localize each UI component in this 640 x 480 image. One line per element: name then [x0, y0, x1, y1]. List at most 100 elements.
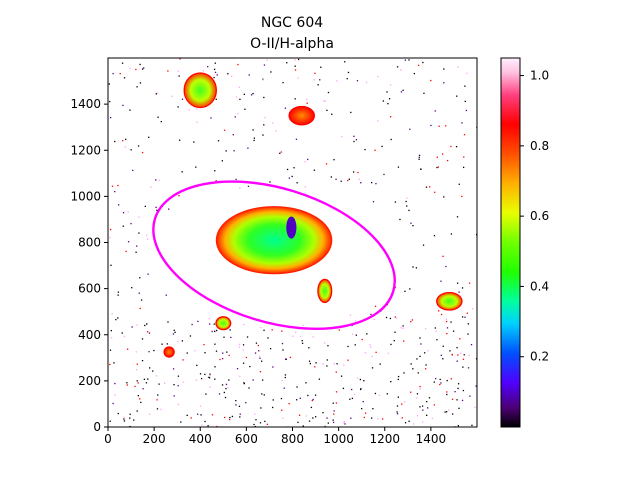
noise-pixel [136, 410, 138, 412]
noise-pixel [475, 233, 477, 236]
noise-pixel [225, 150, 227, 152]
noise-pixel [140, 401, 142, 404]
noise-pixel [259, 422, 262, 424]
noise-pixel [310, 406, 313, 409]
noise-pixel [252, 379, 254, 381]
noise-pixel [221, 160, 223, 162]
noise-pixel [146, 323, 148, 325]
noise-pixel [209, 323, 211, 325]
noise-pixel [123, 335, 126, 338]
noise-pixel [177, 375, 180, 377]
noise-pixel [451, 398, 454, 400]
noise-pixel [202, 70, 205, 72]
noise-pixel [370, 346, 372, 348]
noise-pixel [410, 363, 412, 365]
y-axis: 0 200 400 600 800 1000 1200 1400 [70, 97, 108, 434]
noise-pixel [215, 180, 217, 182]
noise-pixel [294, 98, 296, 100]
emission-regions [163, 72, 463, 358]
noise-pixel [235, 178, 237, 181]
noise-pixel [174, 331, 176, 333]
noise-pixel [457, 387, 459, 390]
noise-pixel [267, 337, 269, 339]
noise-pixel [139, 63, 141, 66]
noise-pixel [237, 112, 239, 115]
noise-pixel [461, 287, 464, 289]
noise-pixel [204, 420, 206, 423]
noise-pixel [129, 109, 131, 111]
noise-pixel [421, 421, 424, 423]
noise-pixel [354, 320, 357, 322]
noise-pixel [136, 86, 138, 88]
noise-pixel [446, 391, 448, 393]
noise-pixel [416, 393, 419, 395]
noise-pixel [140, 299, 143, 301]
noise-pixel [324, 425, 326, 427]
noise-pixel [173, 383, 175, 386]
noise-pixel [469, 395, 471, 397]
noise-pixel [173, 395, 175, 397]
noise-pixel [318, 378, 321, 380]
noise-pixel [387, 352, 389, 354]
noise-pixel [325, 163, 328, 165]
noise-pixel [236, 367, 239, 370]
noise-pixel [239, 98, 241, 101]
noise-pixel [254, 413, 256, 415]
noise-pixel [235, 96, 238, 98]
noise-pixel [148, 136, 150, 138]
noise-pixel [178, 139, 181, 141]
noise-pixel [314, 72, 316, 74]
noise-pixel [460, 352, 462, 354]
x-axis: 0 200 400 600 800 1000 1200 1400 [104, 427, 446, 446]
noise-pixel [422, 61, 424, 64]
region-lower-knot [317, 278, 333, 304]
noise-pixel [347, 359, 349, 361]
noise-pixel [137, 145, 140, 147]
noise-pixel [340, 180, 342, 182]
noise-pixel [440, 280, 442, 282]
noise-pixel [461, 122, 463, 124]
noise-pixel [363, 416, 365, 419]
noise-pixel [415, 267, 418, 269]
noise-pixel [377, 418, 379, 420]
noise-pixel [401, 417, 403, 419]
noise-pixel [417, 64, 420, 67]
noise-pixel [443, 196, 445, 198]
x-tick-label: 800 [281, 432, 304, 446]
noise-pixel [112, 72, 114, 75]
noise-pixel [228, 354, 230, 357]
noise-pixel [147, 273, 149, 275]
noise-pixel [445, 411, 448, 413]
noise-pixel [114, 394, 116, 396]
noise-pixel [211, 330, 213, 333]
noise-pixel [314, 366, 316, 368]
noise-pixel [133, 419, 135, 421]
noise-pixel [315, 362, 317, 364]
noise-pixel [196, 108, 198, 110]
noise-pixel [281, 330, 283, 332]
noise-pixel [461, 399, 464, 402]
noise-pixel [370, 313, 372, 316]
noise-pixel [224, 416, 226, 419]
noise-pixel [238, 405, 241, 408]
noise-pixel [252, 129, 254, 131]
noise-pixel [281, 342, 284, 345]
noise-pixel [177, 403, 180, 406]
noise-pixel [466, 312, 469, 314]
noise-pixel [195, 166, 197, 168]
noise-pixel [462, 358, 465, 360]
noise-pixel [451, 413, 454, 415]
noise-pixel [157, 116, 159, 118]
noise-pixel [344, 423, 346, 425]
noise-pixel [208, 318, 211, 320]
noise-pixel [456, 346, 458, 349]
noise-pixel [130, 222, 132, 225]
noise-pixel [234, 116, 236, 118]
noise-pixel [404, 59, 406, 61]
noise-pixel [418, 156, 420, 159]
noise-pixel [223, 129, 226, 131]
noise-pixel [446, 379, 448, 382]
noise-pixel [394, 331, 396, 333]
noise-pixel [456, 282, 459, 284]
noise-pixel [296, 399, 298, 401]
